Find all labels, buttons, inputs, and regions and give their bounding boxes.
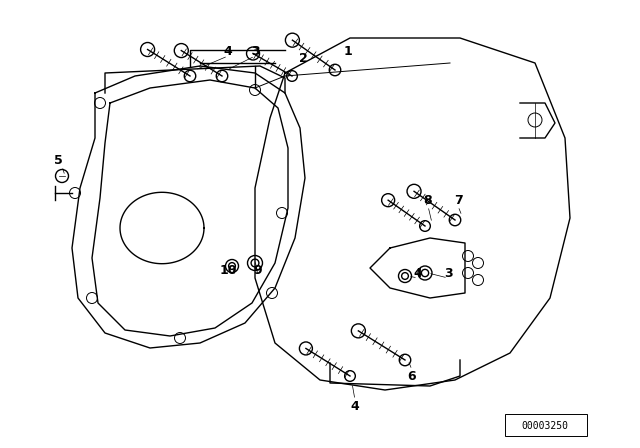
Text: 5: 5 <box>54 154 62 167</box>
Text: 10: 10 <box>220 263 237 276</box>
Text: 3: 3 <box>444 267 452 280</box>
Text: 4: 4 <box>413 267 422 280</box>
Text: 7: 7 <box>454 194 462 207</box>
Text: 1: 1 <box>344 44 353 57</box>
Text: 00003250: 00003250 <box>522 421 568 431</box>
Text: 3: 3 <box>251 44 259 57</box>
Text: 6: 6 <box>408 370 416 383</box>
Text: 8: 8 <box>424 194 432 207</box>
Text: 4: 4 <box>351 400 360 413</box>
Text: 4: 4 <box>223 44 232 57</box>
Text: 9: 9 <box>253 263 262 276</box>
Text: 2: 2 <box>299 52 307 65</box>
